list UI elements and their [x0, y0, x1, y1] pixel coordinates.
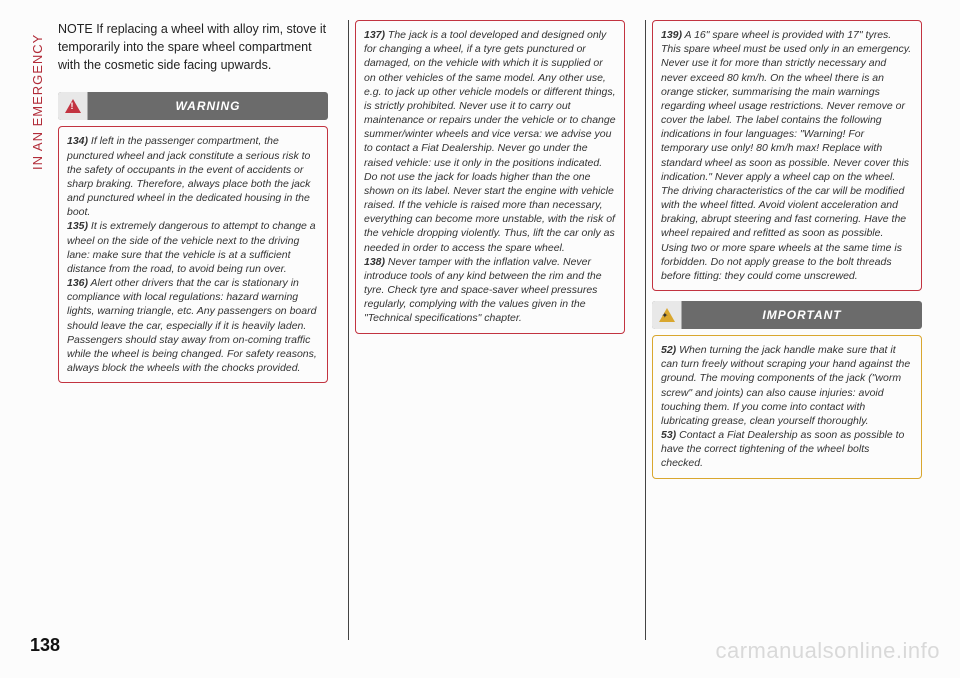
warning-num-135: 135) [67, 220, 88, 232]
section-tab: IN AN EMERGENCY [30, 20, 48, 170]
warning-triangle-icon [58, 92, 88, 120]
warning-label: WARNING [88, 99, 328, 113]
important-label: IMPORTANT [682, 308, 922, 322]
warning-text-136: Alert other drivers that the car is stat… [67, 277, 317, 374]
page-number: 138 [30, 635, 60, 656]
warning-text-137: The jack is a tool developed and designe… [364, 29, 616, 254]
columns: NOTE If replacing a wheel with alloy rim… [52, 20, 928, 640]
warning-text-139: A 16" spare wheel is provided with 17" t… [661, 29, 911, 282]
warning-box-2: 137) The jack is a tool developed and de… [355, 20, 625, 334]
warning-box-1: 134) If left in the passenger compartmen… [58, 126, 328, 383]
important-num-53: 53) [661, 429, 676, 441]
column-3: 139) A 16" spare wheel is provided with … [645, 20, 928, 640]
column-1: NOTE If replacing a wheel with alloy rim… [52, 20, 334, 640]
warning-text-138: Never tamper with the inflation valve. N… [364, 256, 602, 325]
note-text: NOTE If replacing a wheel with alloy rim… [58, 20, 328, 74]
warning-box-3: 139) A 16" spare wheel is provided with … [652, 20, 922, 291]
important-text-52: When turning the jack handle make sure t… [661, 344, 910, 427]
warning-text-135: It is extremely dangerous to attempt to … [67, 220, 316, 275]
warning-num-138: 138) [364, 256, 385, 268]
warning-banner: WARNING [58, 92, 328, 120]
important-num-52: 52) [661, 344, 676, 356]
warning-num-134: 134) [67, 135, 88, 147]
watermark: carmanualsonline.info [715, 638, 940, 664]
page-body: NOTE If replacing a wheel with alloy rim… [52, 20, 928, 640]
important-text-53: Contact a Fiat Dealership as soon as pos… [661, 429, 904, 469]
warning-num-136: 136) [67, 277, 88, 289]
warning-num-137: 137) [364, 29, 385, 41]
important-banner: IMPORTANT [652, 301, 922, 329]
warning-num-139: 139) [661, 29, 682, 41]
important-box: 52) When turning the jack handle make su… [652, 335, 922, 479]
important-triangle-icon [652, 301, 682, 329]
column-2: 137) The jack is a tool developed and de… [348, 20, 631, 640]
warning-text-134: If left in the passenger compartment, th… [67, 135, 310, 218]
